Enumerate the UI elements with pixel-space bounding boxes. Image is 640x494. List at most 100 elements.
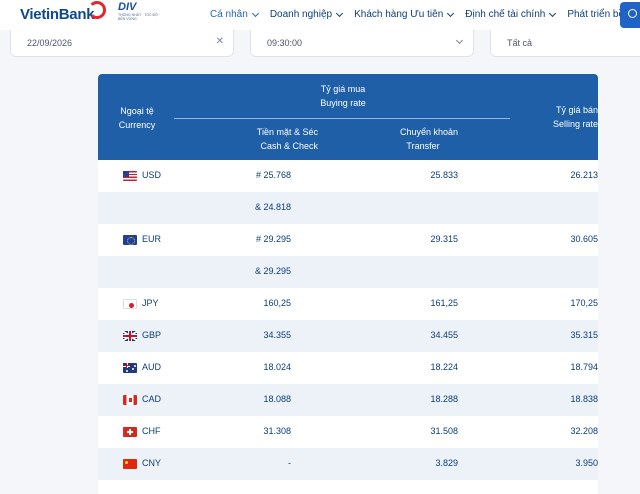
sell-rate: 3.950 xyxy=(575,458,598,468)
us-flag-icon xyxy=(123,171,137,181)
table-row: GBP 34.355 34.455 35.315 xyxy=(98,320,598,352)
transfer-rate: 34.455 xyxy=(430,330,458,340)
header-selling-en: Selling rate xyxy=(552,119,598,129)
currency-code: USD xyxy=(142,170,162,180)
logo-swoosh-icon xyxy=(88,0,107,19)
cash-rate: & 29.295 xyxy=(254,266,291,276)
cash-rate: 34.355 xyxy=(263,330,291,340)
cash-rate: 31.308 xyxy=(263,426,291,436)
cash-rate: 18.024 xyxy=(263,362,291,372)
header-transfer-en: Transfer xyxy=(406,141,440,151)
transfer-rate: 18.224 xyxy=(430,362,458,372)
div-badge: DIV THÔNG NHẤT · TỐC ĐỘ · BỀN VỮNG xyxy=(118,2,166,28)
transfer-rate: 161,25 xyxy=(430,298,458,308)
table-header: Ngoại tệ Currency Tỷ giá mua Buying rate… xyxy=(98,74,598,160)
time-select[interactable]: 09:30:00 xyxy=(250,30,474,57)
ca-flag-icon xyxy=(123,395,137,405)
sell-rate: 18.794 xyxy=(570,362,598,372)
currency-code: CHF xyxy=(142,426,161,436)
header-currency-vi: Ngoại tệ xyxy=(120,106,154,116)
currency-code: CNY xyxy=(142,458,162,468)
exchange-rate-table: Ngoại tệ Currency Tỷ giá mua Buying rate… xyxy=(98,74,598,494)
cash-rate: # 29.295 xyxy=(255,234,291,244)
table-row: & 24.818 xyxy=(98,192,598,224)
chevron-down-icon xyxy=(447,9,455,17)
chevron-down-icon xyxy=(549,9,557,17)
logo-text: VietinBank xyxy=(20,6,95,23)
time-value: 09:30:00 xyxy=(267,38,303,48)
gb-flag-icon xyxy=(123,331,137,341)
chevron-down-icon xyxy=(336,9,344,17)
clear-icon[interactable]: ✕ xyxy=(215,36,224,47)
transfer-rate: 29.315 xyxy=(430,234,458,244)
sell-rate: 30.605 xyxy=(570,234,598,244)
sell-rate: 170,25 xyxy=(570,298,598,308)
div-badge-subtitle: THÔNG NHẤT · TỐC ĐỘ · BỀN VỮNG xyxy=(118,13,160,21)
date-field[interactable]: 22/09/2026 ✕ xyxy=(10,30,234,57)
table-row: EUR # 29.295 29.315 30.605 xyxy=(98,224,598,256)
currency-code: JPY xyxy=(142,298,159,308)
chevron-down-icon xyxy=(455,36,464,45)
date-value: 22/09/2026 xyxy=(27,38,73,48)
sell-rate: 26.213 xyxy=(570,170,598,180)
header-cash-check: Tiền mặt & Séc Cash & Check xyxy=(208,125,318,153)
sell-rate: 35.315 xyxy=(570,330,598,340)
transfer-rate: 25.833 xyxy=(430,170,458,180)
table-row: & 29.295 xyxy=(98,256,598,288)
currency-code: GBP xyxy=(142,330,162,340)
table-row: AUD 18.024 18.224 18.794 xyxy=(98,352,598,384)
transfer-rate: 31.508 xyxy=(430,426,458,436)
div-badge-title: DIV xyxy=(118,1,137,13)
nav-label: Khách hàng Ưu tiên xyxy=(354,9,444,20)
header-cash-en: Cash & Check xyxy=(260,141,318,151)
top-header: VietinBank DIV THÔNG NHẤT · TỐC ĐỘ · BỀN… xyxy=(0,0,640,30)
cn-flag-icon xyxy=(123,459,137,469)
header-cash-vi: Tiền mặt & Séc xyxy=(256,127,318,137)
header-currency-en: Currency xyxy=(118,120,156,130)
cash-rate: 18.088 xyxy=(263,394,291,404)
header-selling-vi: Tỷ giá bán xyxy=(555,105,598,115)
nav-label: Phát triển bền vững xyxy=(567,9,640,20)
nav-item-doanh-nghiep[interactable]: Doanh nghiệp xyxy=(269,9,344,20)
header-divider xyxy=(174,118,510,119)
jp-flag-icon xyxy=(123,299,137,309)
main-nav: Cá nhân Doanh nghiệp Khách hàng Ưu tiên … xyxy=(210,9,640,20)
type-select[interactable]: Tất cả xyxy=(490,30,640,57)
table-row: CHF 31.308 31.508 32.208 xyxy=(98,416,598,448)
search-button[interactable] xyxy=(620,2,640,28)
sell-rate: 18.838 xyxy=(570,394,598,404)
table-row: CAD 18.088 18.288 18.838 xyxy=(98,384,598,416)
table-row: USD # 25.768 25.833 26.213 xyxy=(98,160,598,192)
currency-code: CAD xyxy=(142,394,162,404)
header-currency: Ngoại tệ Currency xyxy=(112,104,162,132)
sell-rate: 32.208 xyxy=(570,426,598,436)
header-transfer-vi: Chuyển khoản xyxy=(399,127,458,137)
table-row: JPY 160,25 161,25 170,25 xyxy=(98,288,598,320)
currency-code: AUD xyxy=(142,362,162,372)
cash-rate: 160,25 xyxy=(263,298,291,308)
nav-item-khach-hang-uu-tien[interactable]: Khách hàng Ưu tiên xyxy=(354,9,455,20)
header-buying-en: Buying rate xyxy=(320,98,366,108)
ch-flag-icon xyxy=(123,427,137,437)
eu-flag-icon xyxy=(123,235,137,245)
nav-label: Cá nhân xyxy=(210,9,248,20)
cash-rate: - xyxy=(288,458,291,468)
nav-label: Doanh nghiệp xyxy=(269,9,333,20)
table-row: CNY - 3.829 3.950 xyxy=(98,448,598,480)
transfer-rate: 3.829 xyxy=(435,458,458,468)
au-flag-icon xyxy=(123,363,137,373)
vietinbank-logo[interactable]: VietinBank xyxy=(20,0,107,23)
chevron-down-icon xyxy=(251,9,259,17)
nav-item-ca-nhan[interactable]: Cá nhân xyxy=(210,9,259,20)
cash-rate: # 25.768 xyxy=(255,170,291,180)
header-transfer: Chuyển khoản Transfer xyxy=(358,125,458,153)
header-selling-rate: Tỷ giá bán Selling rate xyxy=(498,103,598,131)
currency-code: EUR xyxy=(142,234,162,244)
transfer-rate: 18.288 xyxy=(430,394,458,404)
nav-item-dinh-che-tai-chinh[interactable]: Định chế tài chính xyxy=(465,9,557,20)
nav-label: Định chế tài chính xyxy=(465,9,546,20)
cash-rate: & 24.818 xyxy=(254,202,291,212)
nav-item-phat-trien-ben-vung[interactable]: Phát triển bền vững xyxy=(567,9,640,20)
type-value: Tất cả xyxy=(507,38,533,48)
header-buying-rate: Tỷ giá mua Buying rate xyxy=(258,82,428,110)
